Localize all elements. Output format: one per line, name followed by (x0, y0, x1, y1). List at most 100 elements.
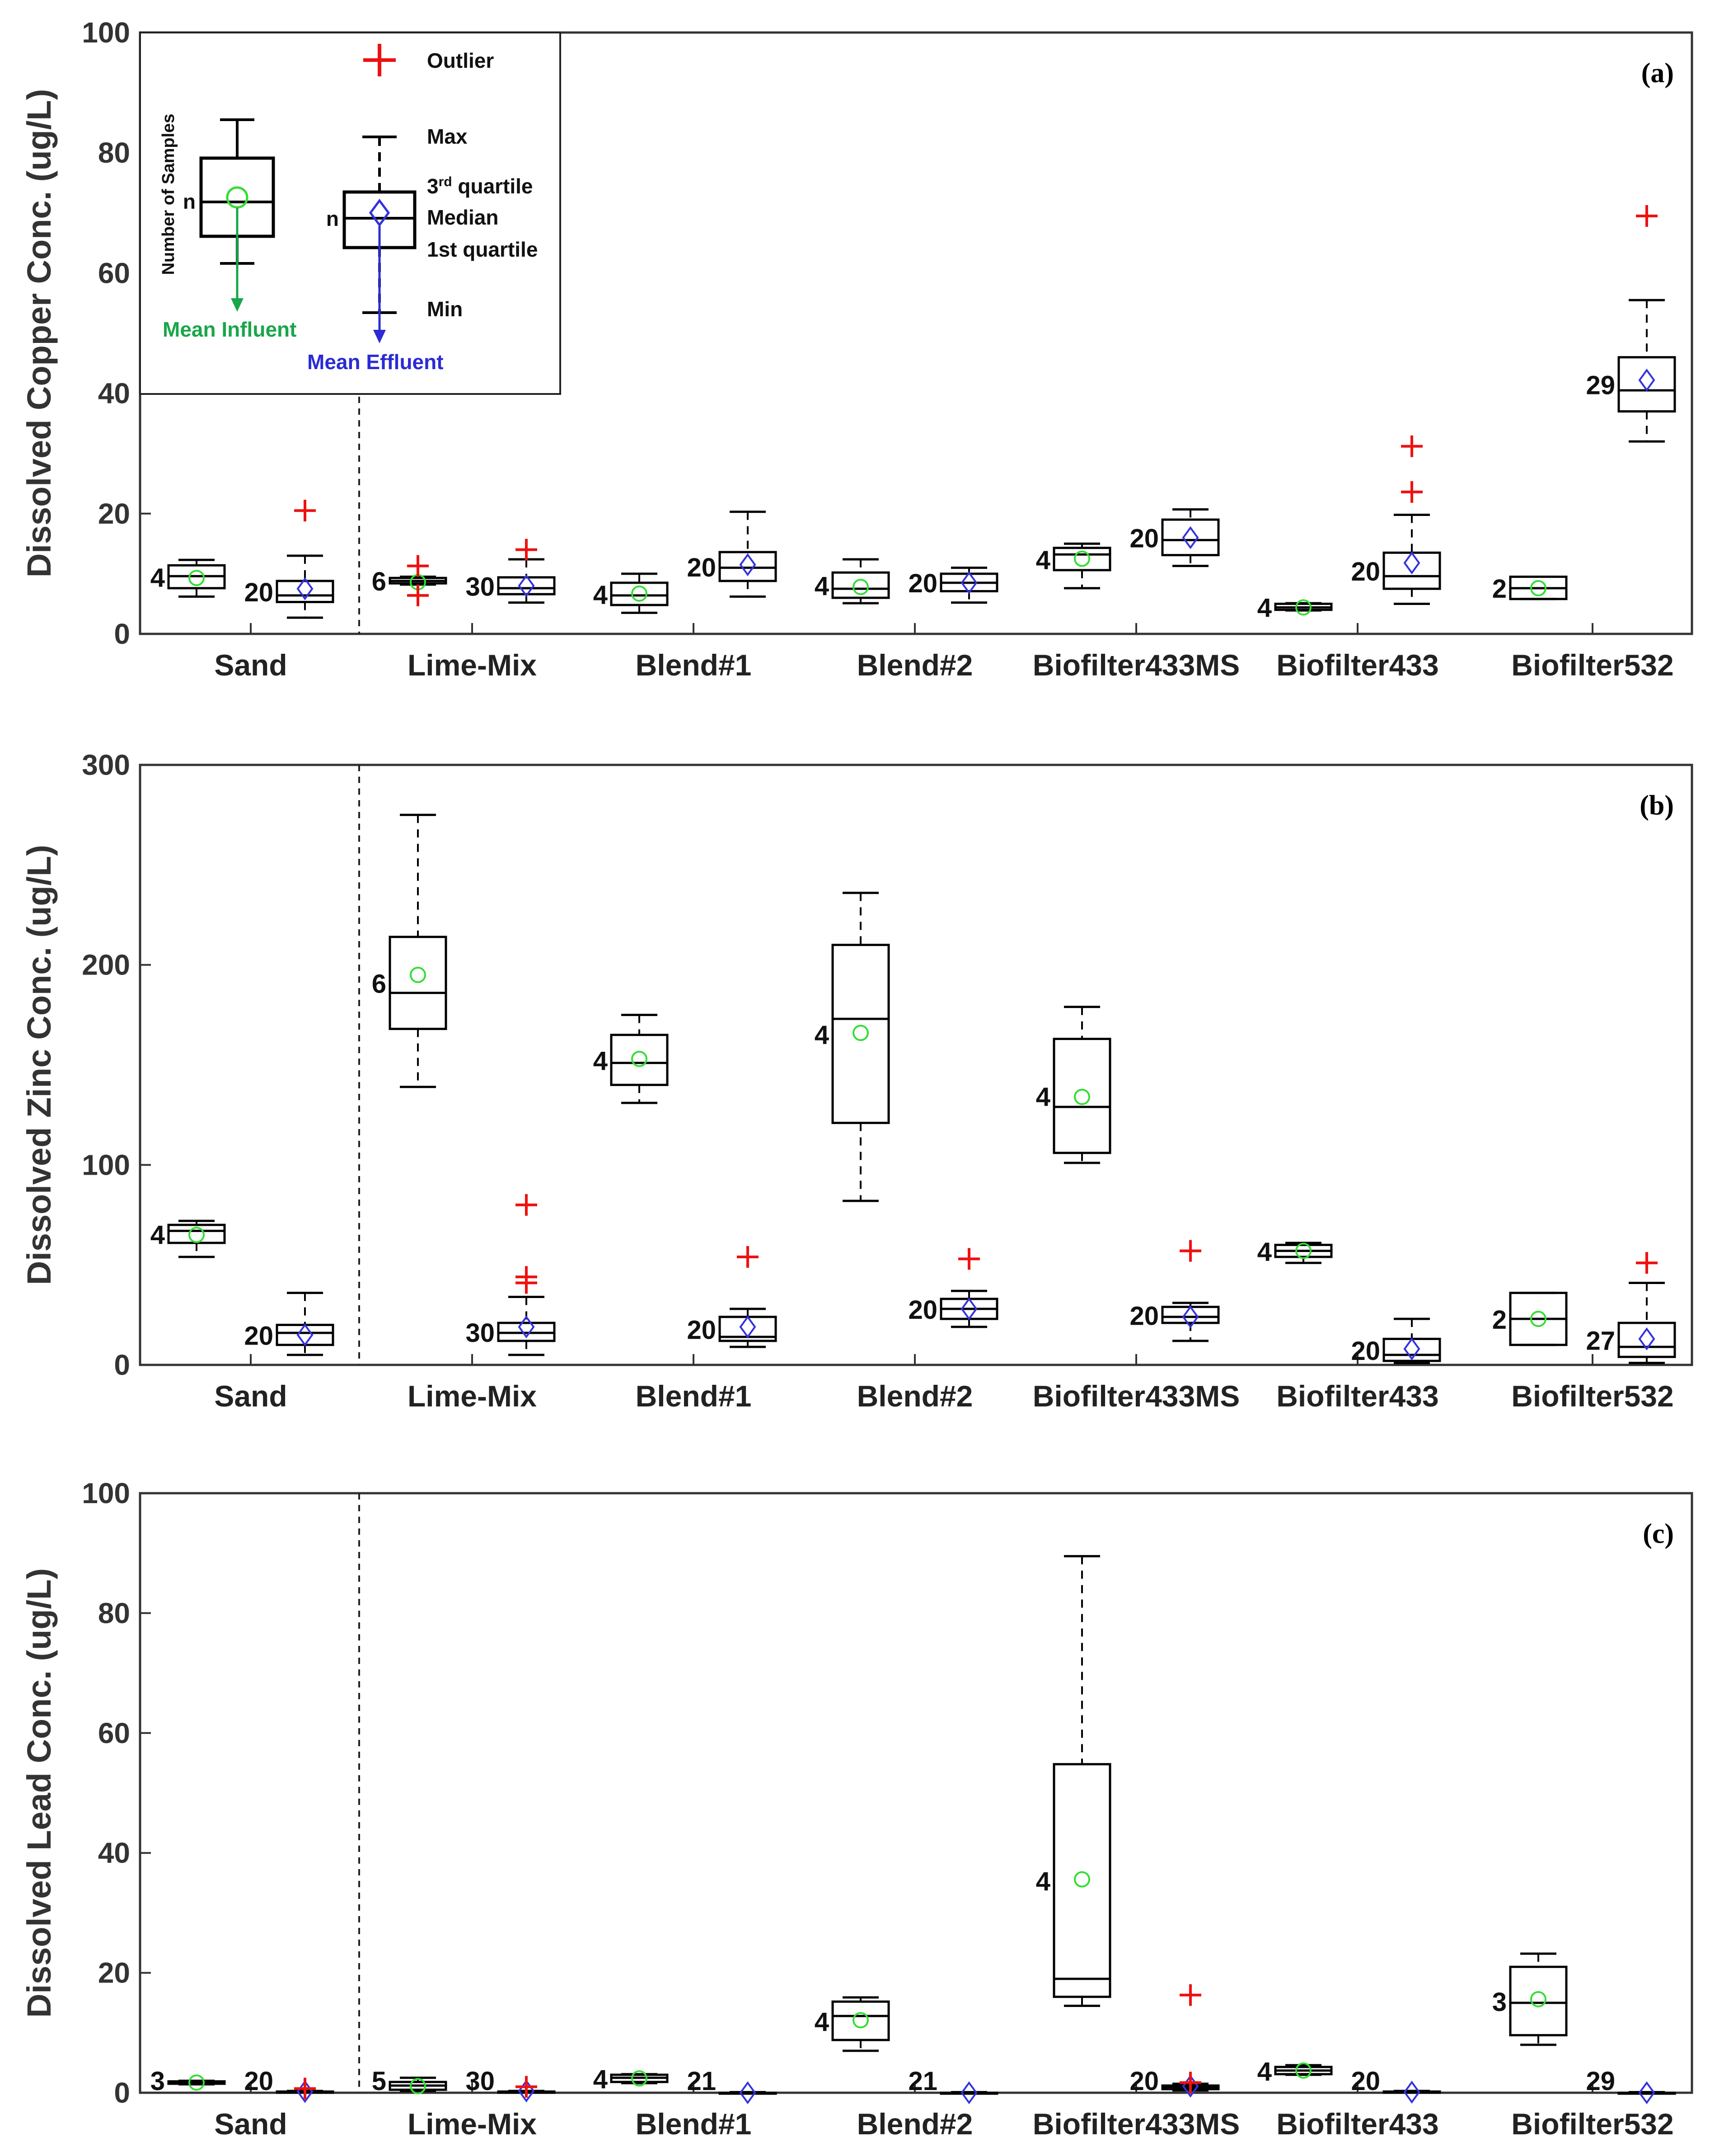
iqr-box (831, 571, 890, 599)
box-Blend#2-influent: 4 (815, 1996, 890, 2052)
mean-effluent-marker (296, 1323, 314, 1347)
box-Biofilter433-effluent: 20 (1351, 2067, 1441, 2104)
y-tick-label: 300 (82, 749, 130, 781)
legend-max-text: Max (427, 125, 468, 148)
sample-count-label: 4 (1257, 1237, 1272, 1267)
mean-influent-marker (1074, 550, 1090, 567)
sample-count-label: 6 (372, 567, 386, 596)
sample-count-label: 4 (1036, 545, 1050, 575)
sample-count-label: 20 (1129, 2067, 1159, 2096)
y-tick-label: 100 (82, 16, 130, 49)
box-Blend#1-effluent: 21 (687, 2067, 777, 2104)
sample-count-label: 4 (1036, 1867, 1050, 1896)
sample-count-label: 21 (908, 2067, 937, 2096)
box-Blend#1-effluent: 20 (687, 1246, 777, 1348)
legend-third-quartile-rest: quartile (452, 174, 533, 198)
box-Biofilter433MS-effluent: 20 (1129, 1240, 1220, 1342)
legend-mean-effluent-text: Mean Effluent (307, 350, 444, 374)
sample-count-label: 30 (465, 1318, 495, 1348)
outlier-marker (1636, 1252, 1658, 1274)
box-Blend#2-influent: 4 (815, 891, 890, 1202)
outlier-marker (294, 500, 316, 522)
sample-count-label: 4 (150, 563, 165, 593)
box-Biofilter433MS-effluent: 20 (1129, 1984, 1220, 2098)
sample-count-label: 20 (1351, 1336, 1380, 1366)
mean-influent-marker (410, 2078, 426, 2095)
box-Sand-effluent: 20 (244, 2067, 334, 2103)
box-Biofilter433MS-influent: 4 (1036, 1555, 1111, 2007)
sample-count-label: 20 (687, 553, 716, 582)
mean-effluent-marker (1638, 1327, 1655, 1350)
mean-influent-marker (1295, 1242, 1312, 1259)
x-tick-label: Lime-Mix (408, 648, 537, 682)
legend-outlier-marker (363, 44, 396, 76)
mean-effluent-marker (1182, 1305, 1199, 1329)
outlier-marker (515, 1194, 537, 1216)
box-Blend#2-effluent: 21 (908, 2067, 998, 2104)
x-tick-label: Biofilter532 (1511, 2107, 1673, 2141)
outlier-marker (407, 555, 429, 577)
sample-count-label: 4 (150, 1220, 165, 1250)
mean-influent-marker (1530, 1991, 1546, 2007)
sample-count-label: 2 (1492, 1305, 1507, 1335)
box-Lime-Mix-effluent: 30 (465, 2067, 556, 2103)
outlier-marker (515, 2076, 537, 2098)
panel-3: 0 20 40 60 80 100 Sand Lime-Mix Blend#1 Blend#2 Bi… (20, 1477, 1693, 2141)
legend-outlier-text: Outlier (427, 49, 494, 72)
mean-effluent-marker (960, 571, 978, 595)
x-tick-label: Blend#1 (636, 1379, 752, 1413)
box-Sand-effluent: 20 (244, 1292, 334, 1356)
sample-count-label: 4 (1257, 2057, 1272, 2086)
sample-count-label: 29 (1586, 2067, 1615, 2096)
box-Biofilter532-influent: 2 (1492, 574, 1568, 604)
mean-influent-marker (1074, 1088, 1090, 1105)
y-tick-label: 0 (114, 1349, 130, 1381)
y-tick-label: 100 (82, 1148, 130, 1181)
box-Lime-Mix-influent: 6 (372, 555, 447, 606)
y-tick-label: 60 (98, 1717, 130, 1749)
sample-count-label: 4 (593, 1046, 608, 1076)
sample-count-label: 5 (372, 2067, 386, 2096)
iqr-box (1053, 1763, 1111, 1998)
sample-count-label: 2 (1492, 574, 1507, 604)
panel-label: (a) (1641, 58, 1674, 89)
outlier-marker (1401, 481, 1423, 503)
sample-count-label: 3 (1492, 1987, 1507, 2017)
x-tick-label: Blend#1 (636, 2107, 752, 2141)
box-Blend#2-effluent: 20 (908, 1248, 998, 1328)
mean-effluent-marker (518, 1315, 535, 1339)
sample-count-label: 20 (687, 1315, 716, 1345)
iqr-box (1617, 1322, 1676, 1358)
iqr-box (497, 576, 556, 595)
outlier-marker (1636, 205, 1658, 227)
box-Lime-Mix-influent: 6 (372, 814, 447, 1088)
iqr-box (276, 580, 334, 603)
iqr-box (1053, 1037, 1111, 1154)
legend-first-quartile-text: 1st quartile (427, 238, 538, 261)
sample-count-label: 4 (815, 2007, 829, 2037)
box-Biofilter532-effluent: 29 (1586, 205, 1676, 443)
sample-count-label: 20 (244, 2067, 273, 2096)
outlier-marker (407, 584, 429, 606)
panel-label: (b) (1640, 790, 1674, 821)
x-tick-label: Biofilter433 (1276, 648, 1438, 682)
sample-count-label: 20 (1129, 1301, 1159, 1331)
iqr-box (1053, 547, 1111, 572)
mean-influent-marker (188, 1227, 205, 1243)
legend-n-influent: n (183, 190, 196, 213)
x-tick-label: Sand (214, 2107, 287, 2141)
box-Biofilter532-influent: 2 (1492, 1292, 1568, 1346)
legend-third-quartile-sup: rd (439, 174, 452, 189)
iqr-box (389, 936, 447, 1030)
y-tick-label: 80 (98, 136, 130, 169)
sample-count-label: 4 (815, 572, 829, 601)
outlier-marker (958, 1248, 980, 1270)
iqr-box (610, 581, 669, 606)
y-tick-label: 80 (98, 1597, 130, 1629)
sample-count-label: 20 (1351, 2067, 1380, 2096)
x-tick-label: Biofilter433 (1276, 1379, 1438, 1413)
box-Blend#1-influent: 4 (593, 572, 669, 614)
mean-influent-marker (853, 1025, 869, 1041)
mean-influent-marker (410, 966, 426, 983)
legend: n Number of Samples Mean Influent n Mean Eff… (139, 32, 561, 395)
